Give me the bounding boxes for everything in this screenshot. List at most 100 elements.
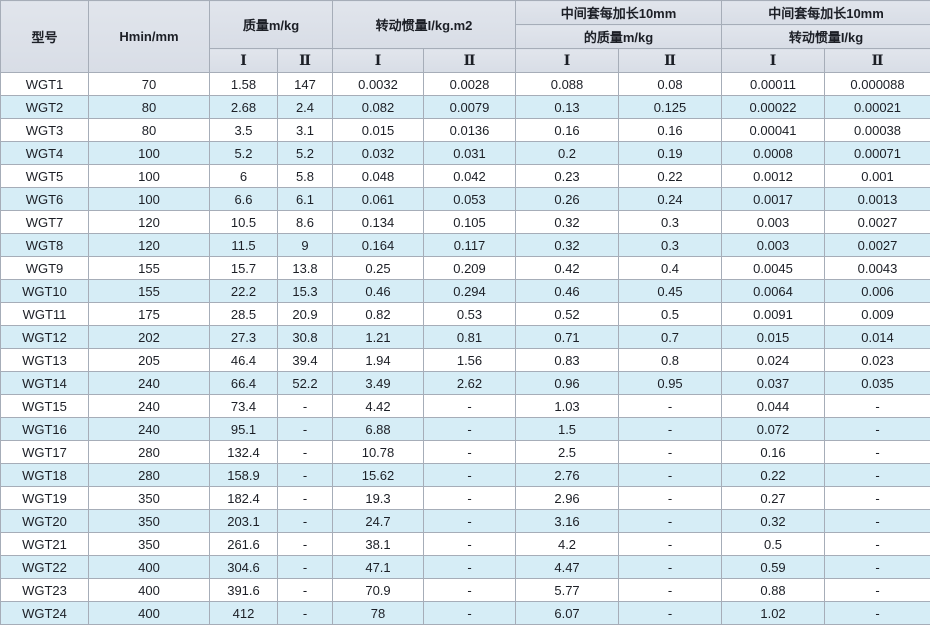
ext-inertia-2-cell: - — [824, 532, 930, 556]
mass-1-cell: 1.58 — [209, 72, 278, 96]
mass-1-cell: 158.9 — [209, 463, 278, 487]
mass-2-cell: 6.1 — [277, 187, 333, 211]
table-row: WGT23 400 391.6-70.9-5.77-0.88- — [0, 578, 930, 602]
ext-inertia-2-cell: - — [824, 394, 930, 418]
mass-2-cell: - — [277, 417, 333, 441]
ext-inertia-1-cell: 0.0008 — [721, 141, 826, 165]
ext-inertia-2-cell: 0.009 — [824, 302, 930, 326]
mass-2-cell: 5.8 — [277, 164, 333, 188]
ext-inertia-2-cell: 0.0013 — [824, 187, 930, 211]
subheader-inertia-2: Ⅱ — [422, 48, 517, 73]
ext-inertia-2-cell: - — [824, 509, 930, 533]
ext-mass-1-cell: 0.26 — [515, 187, 620, 211]
table-row: WGT24 400 412-78-6.07-1.02- — [0, 601, 930, 625]
inertia-2-cell: 1.56 — [422, 348, 517, 372]
table-row: WGT15 240 73.4-4.42-1.03-0.044- — [0, 394, 930, 418]
mass-2-cell: 147 — [277, 72, 333, 96]
subheader-ext-mass-1: Ⅰ — [515, 48, 620, 73]
inertia-2-cell: - — [422, 486, 517, 510]
inertia-1-cell: 6.88 — [332, 417, 424, 441]
hmin-cell: 175 — [88, 302, 210, 326]
model-cell: WGT1 — [0, 72, 89, 96]
mass-1-cell: 10.5 — [209, 210, 278, 234]
hmin-cell: 202 — [88, 325, 210, 349]
ext-mass-1-cell: 0.83 — [515, 348, 620, 372]
table-row: WGT17 280 132.4-10.78-2.5-0.16- — [0, 440, 930, 464]
ext-inertia-1-cell: 0.27 — [721, 486, 826, 510]
ext-inertia-2-cell: 0.0027 — [824, 210, 930, 234]
ext-inertia-1-cell: 0.16 — [721, 440, 826, 464]
mass-2-cell: 8.6 — [277, 210, 333, 234]
ext-mass-2-cell: 0.3 — [618, 233, 723, 257]
ext-mass-1-cell: 0.16 — [515, 118, 620, 142]
ext-inertia-2-cell: 0.0027 — [824, 233, 930, 257]
inertia-2-cell: 0.117 — [422, 233, 517, 257]
inertia-1-cell: 0.015 — [332, 118, 424, 142]
model-cell: WGT11 — [0, 302, 89, 326]
ext-inertia-1-cell: 0.88 — [721, 578, 826, 602]
model-cell: WGT13 — [0, 348, 89, 372]
ext-mass-1-cell: 0.96 — [515, 371, 620, 395]
header-ext-inertia-line2: 转动惯量I/kg — [721, 24, 930, 49]
ext-inertia-2-cell: 0.023 — [824, 348, 930, 372]
ext-inertia-2-cell: 0.00038 — [824, 118, 930, 142]
inertia-2-cell: 0.0136 — [422, 118, 517, 142]
model-cell: WGT3 — [0, 118, 89, 142]
ext-mass-1-cell: 0.42 — [515, 256, 620, 280]
table-row: WGT8 120 11.5 9 0.164 0.117 0.32 0.3 0.003 0.0027 — [0, 233, 930, 257]
header-row-1: 型号 Hmin/mm 质量m/kg 转动惯量I/kg.m2 中间套每加长10mm… — [0, 0, 930, 73]
ext-inertia-2-cell: - — [824, 578, 930, 602]
hmin-cell: 350 — [88, 486, 210, 510]
inertia-1-cell: 10.78 — [332, 440, 424, 464]
mass-1-cell: 261.6 — [209, 532, 278, 556]
ext-inertia-1-cell: 0.00041 — [721, 118, 826, 142]
mass-1-cell: 5.2 — [209, 141, 278, 165]
header-row-2: 的质量m/kg 转动惯量I/kg — [1, 24, 930, 49]
hmin-cell: 240 — [88, 417, 210, 441]
mass-1-cell: 66.4 — [209, 371, 278, 395]
mass-2-cell: - — [277, 532, 333, 556]
ext-mass-2-cell: 0.3 — [618, 210, 723, 234]
mass-1-cell: 412 — [209, 601, 278, 625]
ext-mass-2-cell: 0.16 — [618, 118, 723, 142]
hmin-cell: 280 — [88, 440, 210, 464]
mass-2-cell: - — [277, 601, 333, 625]
model-cell: WGT18 — [0, 463, 89, 487]
ext-inertia-1-cell: 0.015 — [721, 325, 826, 349]
mass-1-cell: 73.4 — [209, 394, 278, 418]
inertia-1-cell: 4.42 — [332, 394, 424, 418]
mass-2-cell: 30.8 — [277, 325, 333, 349]
inertia-2-cell: 0.294 — [422, 279, 517, 303]
inertia-1-cell: 0.46 — [332, 279, 424, 303]
mass-2-cell: - — [277, 486, 333, 510]
inertia-1-cell: 19.3 — [332, 486, 424, 510]
inertia-2-cell: 0.031 — [422, 141, 517, 165]
model-cell: WGT7 — [0, 210, 89, 234]
inertia-1-cell: 3.49 — [332, 371, 424, 395]
table-row: WGT2 80 2.68 2.4 0.082 0.0079 0.13 0.125 0.00022… — [0, 95, 930, 119]
mass-1-cell: 3.5 — [209, 118, 278, 142]
ext-inertia-2-cell: - — [824, 417, 930, 441]
model-cell: WGT5 — [0, 164, 89, 188]
table-row: WGT18 280 158.9-15.62-2.76-0.22- — [0, 463, 930, 487]
ext-mass-1-cell: 3.16 — [515, 509, 620, 533]
inertia-2-cell: 0.0079 — [422, 95, 517, 119]
header-ext-inertia-line1: 中间套每加长10mm — [721, 0, 930, 25]
model-cell: WGT16 — [0, 417, 89, 441]
ext-mass-1-cell: 0.46 — [515, 279, 620, 303]
inertia-2-cell: - — [422, 578, 517, 602]
model-cell: WGT4 — [0, 141, 89, 165]
ext-mass-2-cell: 0.5 — [618, 302, 723, 326]
inertia-2-cell: - — [422, 440, 517, 464]
model-cell: WGT19 — [0, 486, 89, 510]
inertia-2-cell: 0.53 — [422, 302, 517, 326]
hmin-cell: 100 — [88, 164, 210, 188]
ext-inertia-2-cell: 0.00021 — [824, 95, 930, 119]
mass-2-cell: 13.8 — [277, 256, 333, 280]
inertia-2-cell: 0.0028 — [422, 72, 517, 96]
mass-2-cell: - — [277, 463, 333, 487]
ext-mass-2-cell: 0.22 — [618, 164, 723, 188]
ext-inertia-2-cell: 0.006 — [824, 279, 930, 303]
table-row: WGT12 202 27.3 30.8 1.21 0.81 0.71 0.7 0.015 0.01… — [0, 325, 930, 349]
inertia-2-cell: 0.105 — [422, 210, 517, 234]
